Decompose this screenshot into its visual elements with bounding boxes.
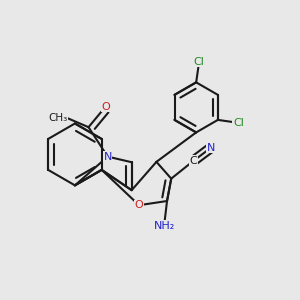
Text: O: O — [101, 102, 110, 112]
Text: Cl: Cl — [194, 57, 205, 67]
Text: C: C — [189, 156, 197, 166]
Text: Cl: Cl — [233, 118, 244, 128]
Text: CH₃: CH₃ — [49, 113, 68, 123]
Text: NH₂: NH₂ — [154, 221, 175, 231]
Text: O: O — [135, 200, 143, 210]
Text: N: N — [207, 143, 215, 153]
Text: N: N — [103, 152, 112, 162]
